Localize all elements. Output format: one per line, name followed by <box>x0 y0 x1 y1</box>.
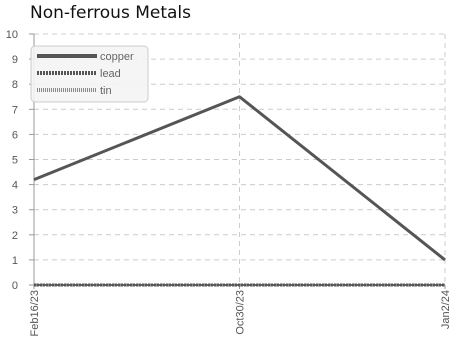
legend-label-copper: copper <box>100 51 134 63</box>
legend-label-lead: lead <box>100 68 121 80</box>
y-tick-label: 6 <box>12 129 18 141</box>
x-tick-label: Jan2/24 <box>440 290 452 329</box>
legend-label-tin: tin <box>100 85 112 97</box>
y-tick-label: 9 <box>12 54 18 66</box>
y-tick-label: 10 <box>6 29 18 41</box>
chart-title: Non-ferrous Metals <box>30 3 192 23</box>
y-tick-label: 7 <box>12 104 18 116</box>
y-tick-label: 8 <box>12 79 18 91</box>
x-tick-label: Oct30/23 <box>235 290 247 335</box>
y-tick-label: 0 <box>12 280 18 292</box>
x-tick-label: Feb16/23 <box>29 290 41 336</box>
y-tick-label: 2 <box>12 230 18 242</box>
y-tick-label: 3 <box>12 205 18 217</box>
series-line-copper <box>33 95 446 262</box>
y-tick-label: 1 <box>12 255 18 267</box>
y-tick-label: 5 <box>12 155 18 167</box>
y-tick-label: 4 <box>12 180 18 192</box>
